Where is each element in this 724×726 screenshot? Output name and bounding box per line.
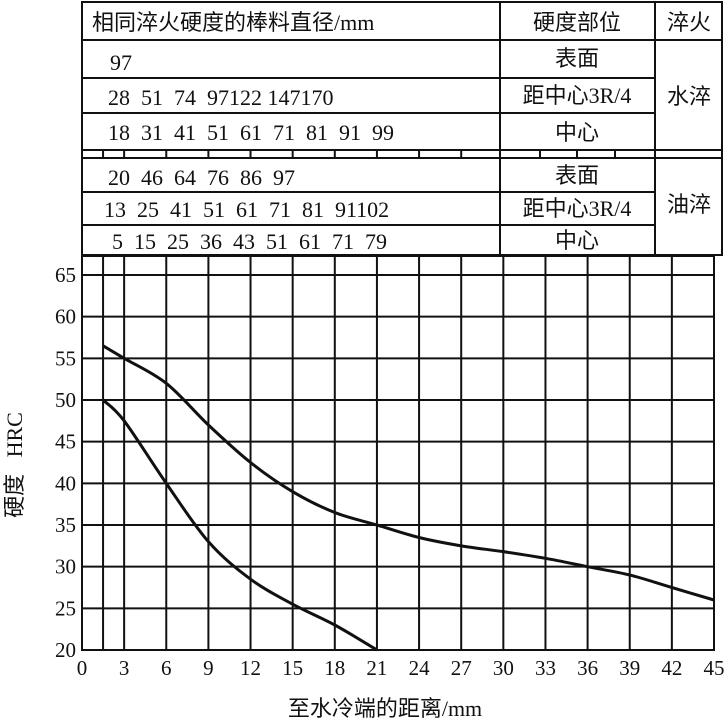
y-tick-label: 45 [55, 430, 76, 454]
x-tick-label: 30 [493, 656, 514, 680]
y-tick-label: 30 [55, 555, 76, 579]
oil-center-values: 5 15 25 36 43 51 61 71 79 [112, 229, 387, 254]
oil-surface-location: 表面 [555, 163, 599, 188]
x-tick-label: 18 [324, 656, 345, 680]
oil-3r4-location: 距中心3R/4 [523, 196, 632, 221]
water-surface-location: 表面 [555, 46, 599, 71]
x-tick-label: 3 [119, 656, 130, 680]
water-3r4-values: 28 51 74 97122 147170 [108, 85, 334, 110]
y-tick-label: 40 [55, 471, 76, 495]
water-surface-values: 97 [110, 50, 132, 75]
x-tick-label: 6 [161, 656, 172, 680]
x-tick-label: 39 [619, 656, 640, 680]
x-tick-label: 36 [577, 656, 598, 680]
water-center-location: 中心 [555, 120, 599, 145]
y-tick-label: 60 [55, 305, 76, 329]
y-tick-label: 65 [55, 263, 76, 287]
oil-center-location: 中心 [555, 228, 599, 253]
y-tick-label: 35 [55, 513, 76, 537]
y-tick-label: 55 [55, 346, 76, 370]
header-diameter: 相同淬火硬度的棒料直径/mm [92, 10, 374, 35]
oil-quench-label: 油淬 [667, 192, 711, 217]
y-tick-label: 20 [55, 638, 76, 662]
x-tick-label: 9 [203, 656, 214, 680]
y-tick-label: 50 [55, 388, 76, 412]
upper-hardness-curve [102, 344, 715, 602]
x-tick-label: 24 [409, 656, 431, 680]
chart-grid [81, 255, 715, 651]
x-axis-label: 至水冷端的距离/mm [288, 696, 482, 721]
y-axis-label: 硬度 HRC [2, 412, 27, 518]
water-center-values: 18 31 41 51 61 71 81 91 99 [108, 120, 394, 145]
x-tick-labels: 0 3 6 9 12 15 18 21 24 27 30 33 36 39 42 45 [77, 656, 724, 680]
x-tick-label: 33 [535, 656, 556, 680]
water-quench-label: 水淬 [667, 84, 711, 109]
water-3r4-location: 距中心3R/4 [523, 83, 632, 108]
y-tick-label: 25 [55, 596, 76, 620]
x-tick-label: 12 [240, 656, 261, 680]
plot-border [81, 255, 715, 651]
diameter-table: 相同淬火硬度的棒料直径/mm 硬度部位 淬火 97 表面 28 51 74 97… [81, 1, 723, 256]
x-tick-label: 27 [451, 656, 472, 680]
x-tick-label: 42 [661, 656, 682, 680]
header-location: 硬度部位 [533, 10, 621, 35]
y-tick-labels: 20 25 30 35 40 45 50 55 60 65 [55, 263, 76, 662]
x-tick-label: 21 [366, 656, 387, 680]
header-quench: 淬火 [667, 10, 711, 35]
x-tick-label: 15 [282, 656, 303, 680]
chart-curves [102, 344, 715, 652]
lower-hardness-curve [102, 398, 378, 652]
oil-3r4-values: 13 25 41 51 61 71 81 91102 [104, 197, 389, 222]
x-tick-label: 45 [704, 656, 724, 680]
oil-surface-values: 20 46 64 76 86 97 [108, 165, 295, 190]
x-tick-label: 0 [77, 656, 88, 680]
